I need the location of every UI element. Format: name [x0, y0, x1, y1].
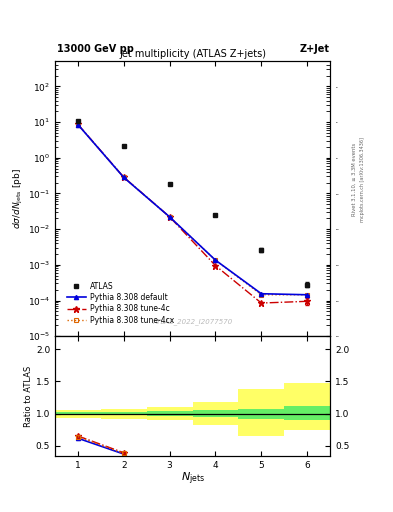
Text: 13000 GeV pp: 13000 GeV pp — [57, 44, 134, 54]
Y-axis label: Ratio to ATLAS: Ratio to ATLAS — [24, 366, 33, 426]
Text: ATLAS_2022_I2077570: ATLAS_2022_I2077570 — [152, 318, 233, 325]
Text: Z+Jet: Z+Jet — [299, 44, 329, 54]
Y-axis label: $d\sigma/dN_\mathrm{jets}$ [pb]: $d\sigma/dN_\mathrm{jets}$ [pb] — [12, 168, 25, 229]
X-axis label: $N_\mathrm{jets}$: $N_\mathrm{jets}$ — [180, 471, 205, 487]
Text: Rivet 3.1.10, ≥ 3.3M events: Rivet 3.1.10, ≥ 3.3M events — [352, 142, 357, 216]
Text: mcplots.cern.ch [arXiv:1306.3436]: mcplots.cern.ch [arXiv:1306.3436] — [360, 137, 365, 222]
Title: Jet multiplicity (ATLAS Z+jets): Jet multiplicity (ATLAS Z+jets) — [119, 49, 266, 59]
Legend: ATLAS, Pythia 8.308 default, Pythia 8.308 tune-4c, Pythia 8.308 tune-4cx: ATLAS, Pythia 8.308 default, Pythia 8.30… — [64, 280, 176, 327]
